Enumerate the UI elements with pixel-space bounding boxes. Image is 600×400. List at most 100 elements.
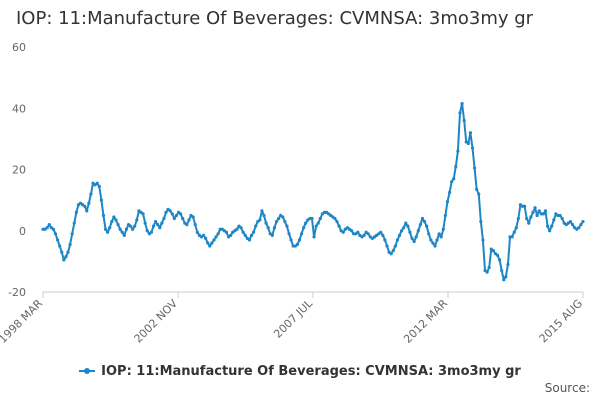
data-point[interactable] [546, 225, 549, 228]
data-point[interactable] [114, 218, 117, 221]
data-point[interactable] [100, 199, 103, 202]
data-point[interactable] [550, 225, 553, 228]
data-point[interactable] [450, 180, 453, 183]
data-point[interactable] [217, 232, 220, 235]
data-point[interactable] [456, 150, 459, 153]
data-point[interactable] [569, 220, 572, 223]
data-point[interactable] [458, 111, 461, 114]
data-point[interactable] [204, 237, 207, 240]
data-point[interactable] [48, 223, 51, 226]
data-point[interactable] [112, 215, 115, 218]
data-point[interactable] [302, 226, 305, 229]
data-point[interactable] [536, 214, 539, 217]
data-point[interactable] [173, 217, 176, 220]
data-point[interactable] [438, 232, 441, 235]
data-point[interactable] [304, 221, 307, 224]
data-point[interactable] [144, 221, 147, 224]
data-point[interactable] [442, 228, 445, 231]
data-point[interactable] [571, 223, 574, 226]
data-point[interactable] [396, 238, 399, 241]
data-point[interactable] [529, 215, 532, 218]
data-point[interactable] [481, 238, 484, 241]
data-point[interactable] [66, 251, 69, 254]
data-point[interactable] [69, 243, 72, 246]
data-point[interactable] [558, 214, 561, 217]
data-point[interactable] [525, 217, 528, 220]
data-point[interactable] [379, 231, 382, 234]
data-point[interactable] [225, 231, 228, 234]
data-point[interactable] [121, 231, 124, 234]
data-point[interactable] [210, 241, 213, 244]
data-point[interactable] [160, 221, 163, 224]
data-point[interactable] [440, 235, 443, 238]
data-point[interactable] [242, 231, 245, 234]
data-point[interactable] [350, 229, 353, 232]
data-point[interactable] [102, 214, 105, 217]
data-point[interactable] [471, 146, 474, 149]
data-point[interactable] [214, 235, 217, 238]
data-point[interactable] [400, 229, 403, 232]
data-point[interactable] [271, 234, 274, 237]
data-point[interactable] [75, 211, 78, 214]
data-point[interactable] [135, 218, 138, 221]
data-point[interactable] [154, 220, 157, 223]
data-point[interactable] [208, 244, 211, 247]
data-point[interactable] [62, 258, 65, 261]
data-point[interactable] [258, 218, 261, 221]
data-point[interactable] [267, 226, 270, 229]
data-point[interactable] [141, 212, 144, 215]
data-point[interactable] [398, 234, 401, 237]
data-point[interactable] [413, 240, 416, 243]
data-point[interactable] [431, 241, 434, 244]
data-point[interactable] [523, 205, 526, 208]
data-point[interactable] [175, 214, 178, 217]
data-point[interactable] [125, 228, 128, 231]
data-point[interactable] [517, 217, 520, 220]
data-point[interactable] [83, 205, 86, 208]
data-point[interactable] [337, 225, 340, 228]
legend[interactable]: IOP: 11:Manufacture Of Beverages: CVMNSA… [0, 364, 600, 379]
data-point[interactable] [250, 234, 253, 237]
data-point[interactable] [410, 237, 413, 240]
data-point[interactable] [448, 191, 451, 194]
data-point[interactable] [496, 254, 499, 257]
data-point[interactable] [402, 226, 405, 229]
data-point[interactable] [502, 278, 505, 281]
data-point[interactable] [425, 225, 428, 228]
data-point[interactable] [283, 220, 286, 223]
data-point[interactable] [108, 226, 111, 229]
data-point[interactable] [506, 263, 509, 266]
data-point[interactable] [381, 234, 384, 237]
data-point[interactable] [179, 212, 182, 215]
data-point[interactable] [298, 238, 301, 241]
data-point[interactable] [315, 225, 318, 228]
data-point[interactable] [64, 255, 67, 258]
data-point[interactable] [206, 241, 209, 244]
data-point[interactable] [71, 232, 74, 235]
data-point[interactable] [513, 231, 516, 234]
data-point[interactable] [454, 165, 457, 168]
data-point[interactable] [492, 249, 495, 252]
data-point[interactable] [300, 232, 303, 235]
data-point[interactable] [281, 215, 284, 218]
data-point[interactable] [561, 217, 564, 220]
data-point[interactable] [116, 223, 119, 226]
data-point[interactable] [427, 232, 430, 235]
data-point[interactable] [581, 220, 584, 223]
data-point[interactable] [433, 244, 436, 247]
data-point[interactable] [187, 218, 190, 221]
data-point[interactable] [446, 200, 449, 203]
data-point[interactable] [133, 225, 136, 228]
data-point[interactable] [485, 270, 488, 273]
data-point[interactable] [212, 238, 215, 241]
data-point[interactable] [469, 131, 472, 134]
data-point[interactable] [310, 217, 313, 220]
data-point[interactable] [119, 228, 122, 231]
data-point[interactable] [129, 225, 132, 228]
data-point[interactable] [196, 231, 199, 234]
data-point[interactable] [123, 234, 126, 237]
data-point[interactable] [98, 185, 101, 188]
data-point[interactable] [192, 215, 195, 218]
data-point[interactable] [333, 217, 336, 220]
data-point[interactable] [406, 225, 409, 228]
